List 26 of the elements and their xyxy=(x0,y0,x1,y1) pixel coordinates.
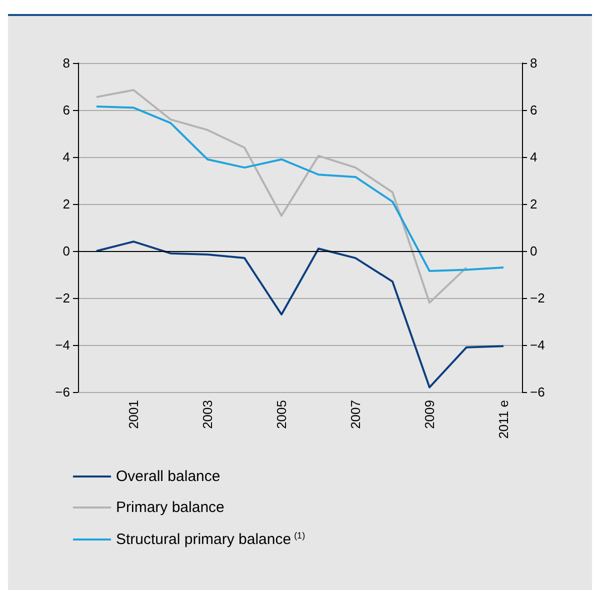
y-tick-label: 4 xyxy=(62,150,70,164)
y-tick-label: 0 xyxy=(62,244,70,258)
legend-label: Overall balance xyxy=(116,468,220,485)
y-tick-label: −2 xyxy=(55,290,70,306)
y-tick-label: −6 xyxy=(55,384,70,400)
y2-tick-label: 6 xyxy=(530,102,538,118)
x-tick-label: 2009 xyxy=(422,400,437,429)
x-tick-label: 2001 xyxy=(126,400,141,429)
x-tick-label: 2007 xyxy=(348,400,363,429)
legend-label: Primary balance xyxy=(116,499,224,516)
y-tick-label: −4 xyxy=(55,338,70,352)
y2-tick-label: −4 xyxy=(530,338,545,352)
x-tick-label: 2005 xyxy=(274,400,289,429)
y2-tick-label: 4 xyxy=(530,150,538,164)
line-series xyxy=(96,240,504,388)
y-tick-label: 8 xyxy=(62,56,70,70)
x-tick-label: 2011 e xyxy=(496,400,511,439)
y2-tick-label: 2 xyxy=(530,196,538,212)
line-series xyxy=(96,105,504,272)
y-tick-label: 6 xyxy=(62,102,70,118)
y2-tick-label: 8 xyxy=(530,56,538,70)
x-tick-label: 2003 xyxy=(200,400,215,429)
y2-tick-label: −2 xyxy=(530,290,545,306)
y2-tick-label: −6 xyxy=(530,384,545,400)
y-tick-label: 2 xyxy=(62,196,70,212)
y2-tick-label: 0 xyxy=(530,244,538,258)
